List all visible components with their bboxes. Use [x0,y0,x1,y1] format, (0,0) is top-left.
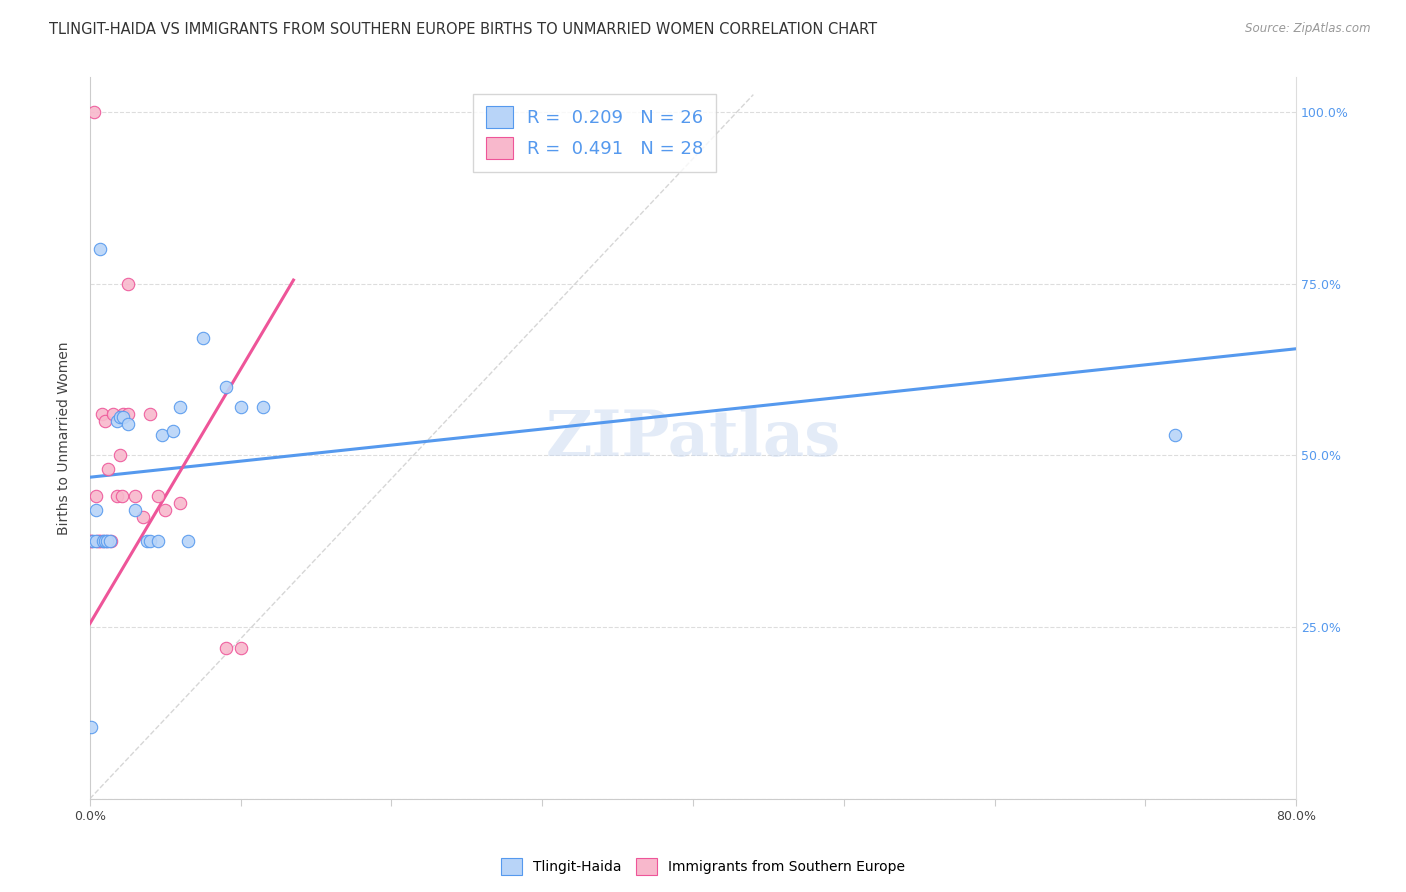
Point [162,424,184,438]
Point [124,490,146,504]
Point [96,534,118,549]
Point [117,407,139,421]
Point [94,534,117,549]
Point [214,379,236,393]
Point [146,534,169,549]
Text: ZIPatlas: ZIPatlas [546,408,841,468]
Point [105,414,128,428]
Point [101,407,124,421]
Point [91,407,114,421]
Point [229,640,252,655]
Point [131,510,153,524]
Point [105,490,128,504]
Point [82,534,104,549]
Point [84,490,107,504]
Point [108,448,131,462]
Point [110,490,132,504]
Point [87,534,110,549]
Legend: Tlingit-Haida, Immigrants from Southern Europe: Tlingit-Haida, Immigrants from Southern … [496,853,910,880]
Point [214,640,236,655]
Point [84,534,107,549]
Point [117,417,139,432]
Point [80,534,103,549]
Point [112,410,135,425]
Point [155,503,177,517]
Point [97,462,120,476]
Point [117,277,139,291]
Point [83,104,105,119]
Point [84,503,107,517]
Point [108,410,131,425]
Point [169,400,191,414]
Point [80,720,103,734]
Point [146,490,169,504]
Point [86,534,108,549]
Point [93,534,115,549]
Point [89,534,111,549]
Text: Source: ZipAtlas.com: Source: ZipAtlas.com [1246,22,1371,36]
Point [177,534,200,549]
Point [150,427,173,442]
Point [80,534,103,549]
Point [136,534,159,549]
Point [169,496,191,510]
Point [98,534,121,549]
Point [191,331,214,345]
Point [94,414,117,428]
Point [112,407,135,421]
Y-axis label: Births to Unmarried Women: Births to Unmarried Women [58,342,72,535]
Point [139,534,162,549]
Point [124,503,146,517]
Point [100,534,122,549]
Point [229,400,252,414]
Point [252,400,274,414]
Point [96,534,118,549]
Point [89,242,111,256]
Legend: R =  0.209   N = 26, R =  0.491   N = 28: R = 0.209 N = 26, R = 0.491 N = 28 [472,94,716,172]
Point [1164,427,1187,442]
Text: TLINGIT-HAIDA VS IMMIGRANTS FROM SOUTHERN EUROPE BIRTHS TO UNMARRIED WOMEN CORRE: TLINGIT-HAIDA VS IMMIGRANTS FROM SOUTHER… [49,22,877,37]
Point [139,407,162,421]
Point [93,534,115,549]
